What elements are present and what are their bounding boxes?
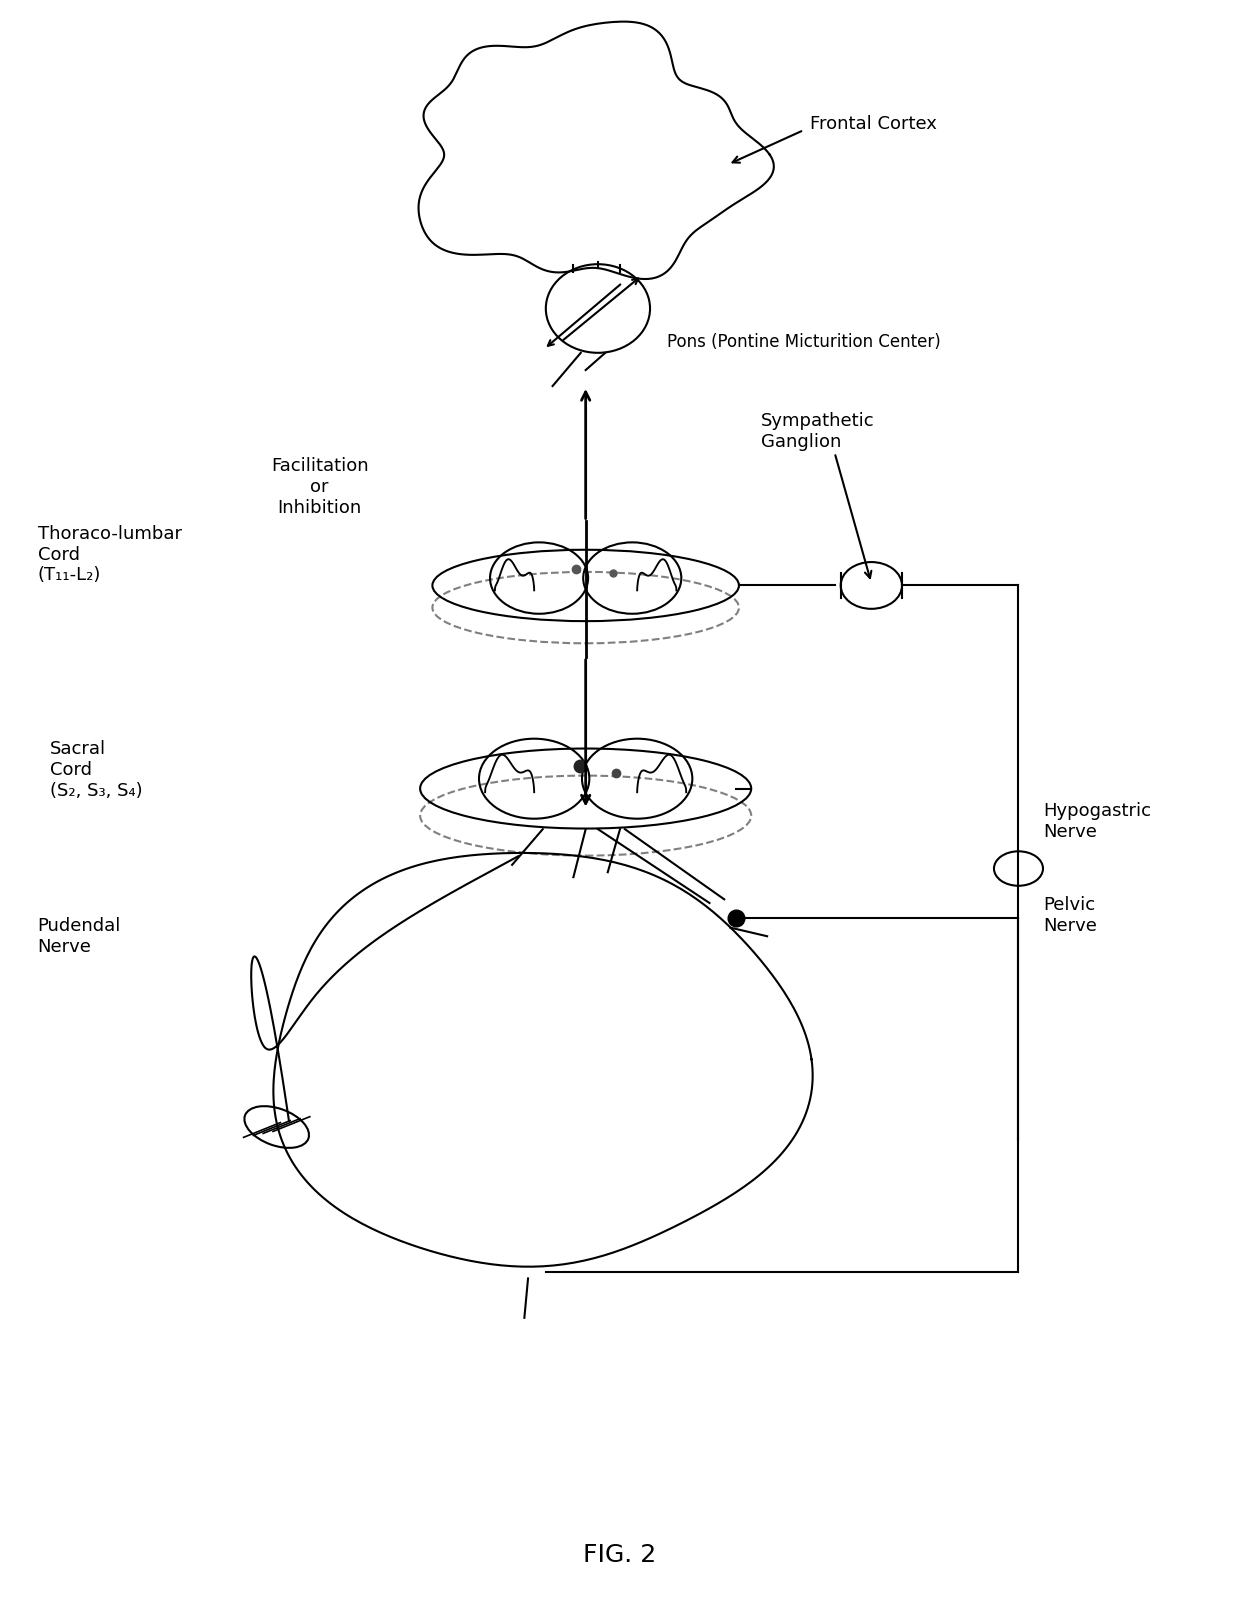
Text: Pudendal
Nerve: Pudendal Nerve <box>37 917 122 955</box>
Text: Facilitation
or
Inhibition: Facilitation or Inhibition <box>270 457 368 516</box>
Text: FIG. 2: FIG. 2 <box>583 1543 657 1567</box>
Text: Hypogastric
Nerve: Hypogastric Nerve <box>1043 802 1151 841</box>
Text: Sympathetic
Ganglion: Sympathetic Ganglion <box>761 412 874 450</box>
Text: Pelvic
Nerve: Pelvic Nerve <box>1043 896 1097 935</box>
Text: Frontal Cortex: Frontal Cortex <box>810 115 937 132</box>
Text: Sacral
Cord
(S₂, S₃, S₄): Sacral Cord (S₂, S₃, S₄) <box>50 741 143 801</box>
Text: Pons (Pontine Micturition Center): Pons (Pontine Micturition Center) <box>667 332 940 350</box>
Text: Thoraco-lumbar
Cord
(T₁₁-L₂): Thoraco-lumbar Cord (T₁₁-L₂) <box>37 525 181 584</box>
